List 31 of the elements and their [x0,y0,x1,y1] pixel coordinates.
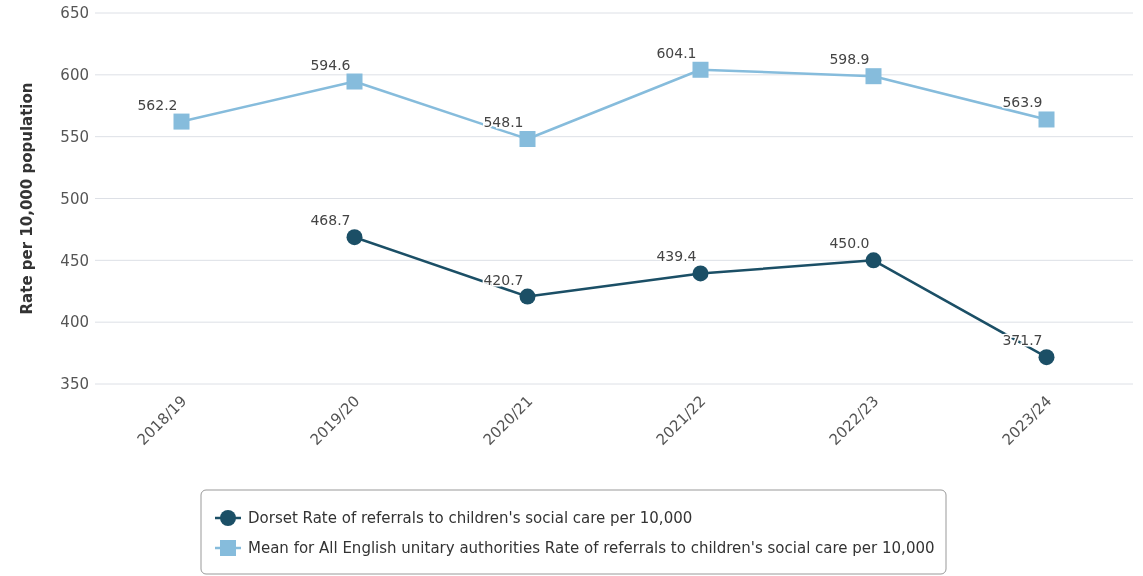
y-tick-label: 600 [60,66,89,85]
data-label: 439.4 [656,248,697,265]
point [692,61,709,78]
y-tick-label: 500 [60,189,89,208]
data-label: 594.6 [310,56,351,73]
legend-label: Mean for All English unitary authorities Rate of referrals to children's social care per 10,000 [248,539,935,558]
y-tick-label: 650 [60,4,89,23]
y-tick-label: 450 [60,251,89,270]
data-label: 450.0 [829,235,870,252]
y-tick-label: 350 [60,375,89,394]
legend-label: Dorset Rate of referrals to children's social care per 10,000 [248,509,693,528]
data-label: 420.7 [483,271,524,288]
data-label: 604.1 [656,44,697,61]
y-tick-label: 550 [60,127,89,146]
point [865,252,882,269]
point [519,131,536,148]
point [1038,349,1055,366]
data-label: 548.1 [483,114,524,131]
point [173,113,190,130]
y-axis-title: Rate per 10,000 population [18,82,36,315]
point [519,288,536,305]
point [346,229,363,246]
point [346,73,363,90]
point [865,68,882,85]
data-label: 598.9 [829,51,870,68]
point [1038,111,1055,128]
data-label: 468.7 [310,212,351,229]
y-tick-label: 400 [60,313,89,332]
data-label: 563.9 [1002,94,1043,111]
point [692,265,709,282]
data-label: 562.2 [137,96,178,113]
